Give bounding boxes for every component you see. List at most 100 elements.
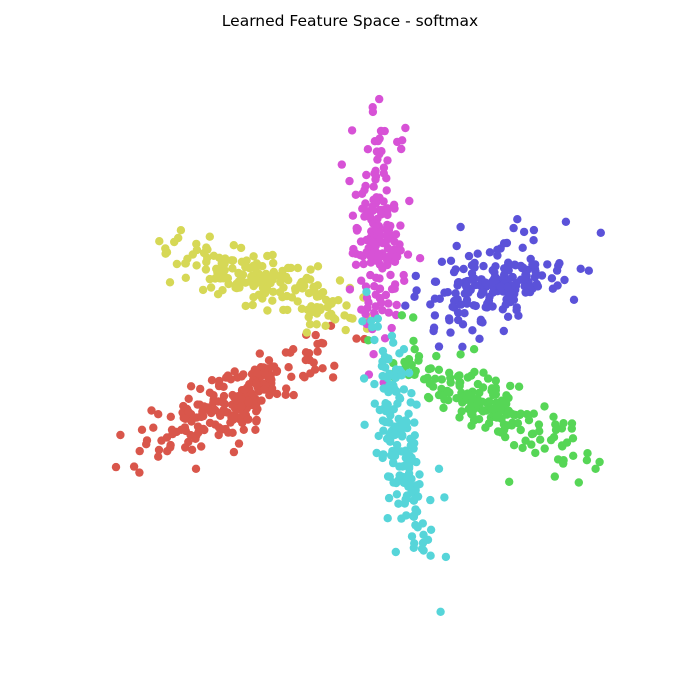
scatter-point bbox=[453, 308, 463, 317]
scatter-point bbox=[198, 285, 208, 295]
scatter-point bbox=[376, 126, 386, 136]
scatter-series-2 bbox=[337, 94, 425, 387]
scatter-point bbox=[360, 420, 369, 429]
scatter-point bbox=[269, 287, 278, 296]
scatter-point bbox=[513, 215, 522, 224]
scatter-point bbox=[473, 397, 482, 406]
scatter-point bbox=[357, 276, 366, 285]
scatter-point bbox=[397, 144, 406, 154]
scatter-point bbox=[243, 415, 252, 424]
scatter-point bbox=[469, 345, 479, 354]
scatter-point bbox=[439, 403, 448, 413]
scatter-point bbox=[396, 246, 405, 255]
scatter-point bbox=[481, 303, 490, 312]
scatter-point bbox=[199, 402, 209, 411]
scatter-point bbox=[352, 334, 361, 343]
scatter-point bbox=[205, 232, 214, 241]
scatter-point bbox=[512, 306, 521, 315]
scatter-point bbox=[389, 245, 399, 254]
scatter-point bbox=[347, 126, 357, 135]
scatter-point bbox=[380, 352, 390, 362]
scatter-point bbox=[358, 317, 367, 326]
scatter-point bbox=[483, 374, 493, 383]
scatter-point bbox=[413, 492, 423, 501]
scatter-point bbox=[289, 390, 298, 400]
scatter-point bbox=[404, 409, 413, 418]
scatter-point bbox=[219, 382, 228, 391]
scatter-point bbox=[370, 399, 379, 408]
scatter-point bbox=[520, 274, 529, 284]
scatter-point bbox=[249, 293, 258, 302]
scatter-point bbox=[369, 182, 378, 191]
scatter-point bbox=[445, 388, 454, 397]
scatter-point bbox=[293, 263, 302, 273]
scatter-point bbox=[313, 339, 322, 349]
scatter-point bbox=[390, 284, 399, 293]
scatter-point bbox=[396, 221, 405, 230]
scatter-point bbox=[184, 407, 193, 416]
scatter-point bbox=[437, 375, 446, 384]
scatter-point bbox=[454, 372, 463, 382]
scatter-point bbox=[434, 390, 444, 400]
chart-title: Learned Feature Space - softmax bbox=[221, 12, 479, 30]
scatter-point bbox=[265, 390, 274, 400]
scatter-point bbox=[252, 417, 261, 426]
scatter-point bbox=[239, 409, 248, 418]
scatter-point bbox=[373, 314, 382, 323]
scatter-point bbox=[440, 493, 449, 502]
scatter-point bbox=[375, 227, 384, 237]
scatter-point bbox=[383, 514, 392, 523]
scatter-point bbox=[318, 364, 327, 373]
scatter-point bbox=[184, 394, 193, 403]
scatter-point bbox=[529, 409, 538, 418]
scatter-point bbox=[436, 607, 445, 616]
scatter-point bbox=[519, 227, 529, 237]
scatter-point bbox=[467, 275, 476, 284]
scatter-point bbox=[551, 425, 561, 435]
scatter-point bbox=[514, 382, 524, 391]
scatter-point bbox=[268, 250, 277, 260]
scatter-point bbox=[264, 356, 274, 365]
scatter-point bbox=[351, 190, 360, 199]
scatter-point bbox=[469, 301, 478, 310]
scatter-point bbox=[398, 136, 407, 145]
scatter-point bbox=[550, 472, 559, 481]
scatter-point bbox=[384, 493, 394, 503]
scatter-point bbox=[311, 330, 320, 340]
scatter-point bbox=[219, 391, 229, 401]
scatter-point bbox=[561, 217, 571, 226]
scatter-point bbox=[174, 233, 183, 243]
scatter-point bbox=[409, 336, 418, 346]
scatter-point bbox=[268, 296, 277, 305]
scatter-point bbox=[260, 385, 269, 394]
scatter-point bbox=[375, 274, 384, 283]
scatter-point bbox=[370, 379, 379, 389]
scatter-point bbox=[403, 250, 413, 259]
scatter-point bbox=[407, 389, 416, 398]
scatter-point bbox=[248, 300, 257, 310]
scatter-point bbox=[434, 342, 444, 351]
scatter-point bbox=[236, 243, 246, 253]
scatter-point bbox=[475, 334, 484, 343]
scatter-point bbox=[509, 223, 518, 233]
scatter-point bbox=[501, 432, 510, 442]
scatter-point bbox=[249, 252, 258, 261]
scatter-point bbox=[407, 487, 416, 496]
scatter-point bbox=[452, 394, 461, 403]
scatter-point bbox=[187, 417, 196, 426]
scatter-point bbox=[306, 275, 315, 284]
scatter-series-5 bbox=[358, 287, 451, 616]
scatter-point bbox=[522, 410, 532, 419]
scatter-point bbox=[562, 438, 572, 447]
scatter-point bbox=[596, 228, 605, 237]
scatter-point bbox=[410, 292, 419, 301]
scatter-point bbox=[258, 262, 267, 271]
scatter-point bbox=[193, 400, 202, 409]
scatter-point bbox=[244, 398, 253, 407]
scatter-point bbox=[491, 383, 500, 392]
scatter-point bbox=[305, 320, 315, 329]
scatter-point bbox=[476, 317, 485, 326]
scatter-point bbox=[509, 441, 519, 450]
scatter-point bbox=[462, 282, 471, 291]
